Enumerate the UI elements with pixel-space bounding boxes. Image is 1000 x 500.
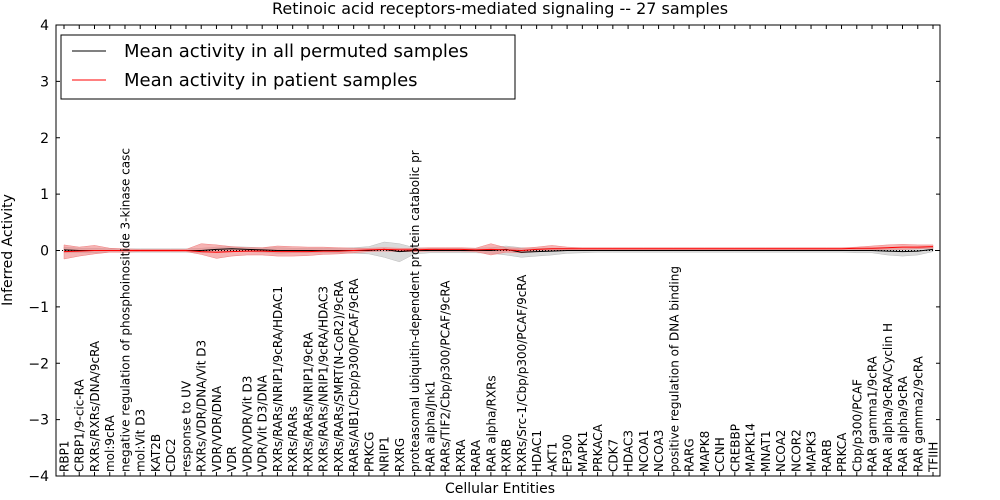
- category-label: MAPK3: [805, 431, 819, 472]
- category-label: RAR alpha/9cRA/Cyclin H: [881, 323, 895, 472]
- category-label: RXRs/RARs/NRIP1/9cRA/HDAC3: [317, 286, 331, 472]
- legend-box: [60, 34, 516, 100]
- y-tick-label: 0: [40, 244, 49, 260]
- category-label: RARs/AIB1/Cbp/p300/PCAF/9cRA: [347, 278, 361, 472]
- category-label: NCOR2: [789, 429, 803, 472]
- axis-ticks: 4 3 2 1 0 −1 −2 −3 −4: [28, 18, 940, 485]
- category-label: RARs/TIF2/Cbp/p300/PCAF/9cRA: [439, 280, 453, 472]
- category-label: RAR alpha/RXRs: [484, 375, 498, 472]
- category-label: NCOA1: [637, 430, 651, 472]
- category-label: PRKCG: [362, 432, 376, 472]
- category-label: VDR/VDR/Vit D3: [240, 376, 254, 472]
- y-tick-label: −3: [28, 413, 49, 429]
- category-label: mol:9cRA: [103, 415, 117, 472]
- category-label: RXRs/Src-1/Cbp/p300/PCAF/9cRA: [515, 274, 529, 472]
- patient-band: [63, 243, 934, 260]
- category-label: AKT1: [545, 442, 559, 472]
- y-tick-label: −4: [28, 469, 49, 485]
- category-label: HDAC1: [530, 430, 544, 472]
- y-tick-label: −1: [28, 300, 49, 316]
- category-label: RAR gamma2/9cRA: [911, 355, 925, 472]
- category-label: CRBP1/9-cic-RA: [73, 378, 87, 472]
- category-label: RXRs/RXRs/DNA/9cRA: [88, 340, 102, 472]
- y-tick-label: −2: [28, 356, 49, 372]
- category-label: CREBBP: [728, 424, 742, 472]
- category-label: MAPK14: [744, 423, 758, 472]
- category-label: NRIP1: [378, 436, 392, 472]
- category-labels: RBP1 CRBP1/9-cic-RA RXRs/RXRs/DNA/9cRA mol:…: [58, 148, 941, 473]
- y-axis-label: Inferred Activity: [0, 194, 16, 306]
- category-label: RARA: [469, 439, 483, 472]
- category-label: proteasomal ubiquitin-dependent protein …: [408, 150, 422, 472]
- category-label: RAR alpha/9cRA: [896, 375, 910, 472]
- y-tick-label: 3: [40, 74, 49, 90]
- y-tick-label: 4: [40, 18, 49, 34]
- category-label: HDAC3: [622, 430, 636, 472]
- category-label: RXRA: [454, 439, 468, 472]
- category-label: MAPK1: [576, 431, 590, 472]
- category-label: RXRs/VDR/DNA/Vit D3: [195, 340, 209, 472]
- legend-label-permuted: Mean activity in all permuted samples: [124, 41, 468, 62]
- category-label: PRKCA: [835, 432, 849, 472]
- category-label: positive regulation of DNA binding: [667, 266, 681, 472]
- category-label: TFIIH: [927, 442, 941, 473]
- legend: Mean activity in all permuted samples Me…: [60, 34, 516, 100]
- category-label: NCOA3: [652, 430, 666, 472]
- category-label: RXRs/RARs/SMRT(N-CoR2)/9cRA: [332, 280, 346, 472]
- category-label: negative regulation of phosphoinositide …: [118, 148, 132, 472]
- series-lines: [63, 246, 934, 253]
- confidence-bands: [63, 241, 934, 263]
- category-label: VDR: [225, 446, 239, 472]
- category-label: NCOA2: [774, 430, 788, 472]
- category-label: RAR alpha/Jnk1: [423, 381, 437, 472]
- category-label: MNAT1: [759, 430, 773, 472]
- category-label: EP300: [561, 434, 575, 472]
- x-axis-label: Cellular Entities: [445, 481, 555, 497]
- category-label: RXRG: [393, 438, 407, 472]
- category-label: RXRs/RARs: [286, 406, 300, 472]
- category-label: CCNH: [713, 437, 727, 472]
- category-label: RXRB: [500, 439, 514, 472]
- category-label: mol:Vit D3: [134, 409, 148, 472]
- category-label: CDC2: [164, 438, 178, 472]
- category-label: RARB: [820, 439, 834, 472]
- category-label: Cbp/p300/PCAF: [850, 379, 864, 472]
- y-tick-label: 1: [40, 187, 49, 203]
- category-label: VDR/Vit D3/DNA: [256, 374, 270, 472]
- legend-label-patient: Mean activity in patient samples: [124, 70, 418, 91]
- category-label: RARG: [683, 438, 697, 472]
- category-label: CDK7: [606, 439, 620, 472]
- category-label: MAPK8: [698, 431, 712, 472]
- chart-title: Retinoic acid receptors-mediated signali…: [272, 0, 728, 18]
- category-label: RAR gamma1/9cRA: [866, 355, 880, 472]
- category-label: VDR/VDR/DNA: [210, 385, 224, 472]
- category-label: response to UV: [179, 380, 193, 472]
- category-label: KAT2B: [149, 434, 163, 472]
- category-label: RBP1: [58, 441, 72, 472]
- category-label: RXRs/RARs/NRIP1/9cRA/HDAC1: [271, 286, 285, 472]
- category-label: RXRs/RARs/NRIP1/9cRA: [301, 331, 315, 472]
- y-tick-label: 2: [40, 131, 49, 147]
- patient-mean-line: [63, 246, 934, 253]
- category-label: PRKACA: [591, 423, 605, 472]
